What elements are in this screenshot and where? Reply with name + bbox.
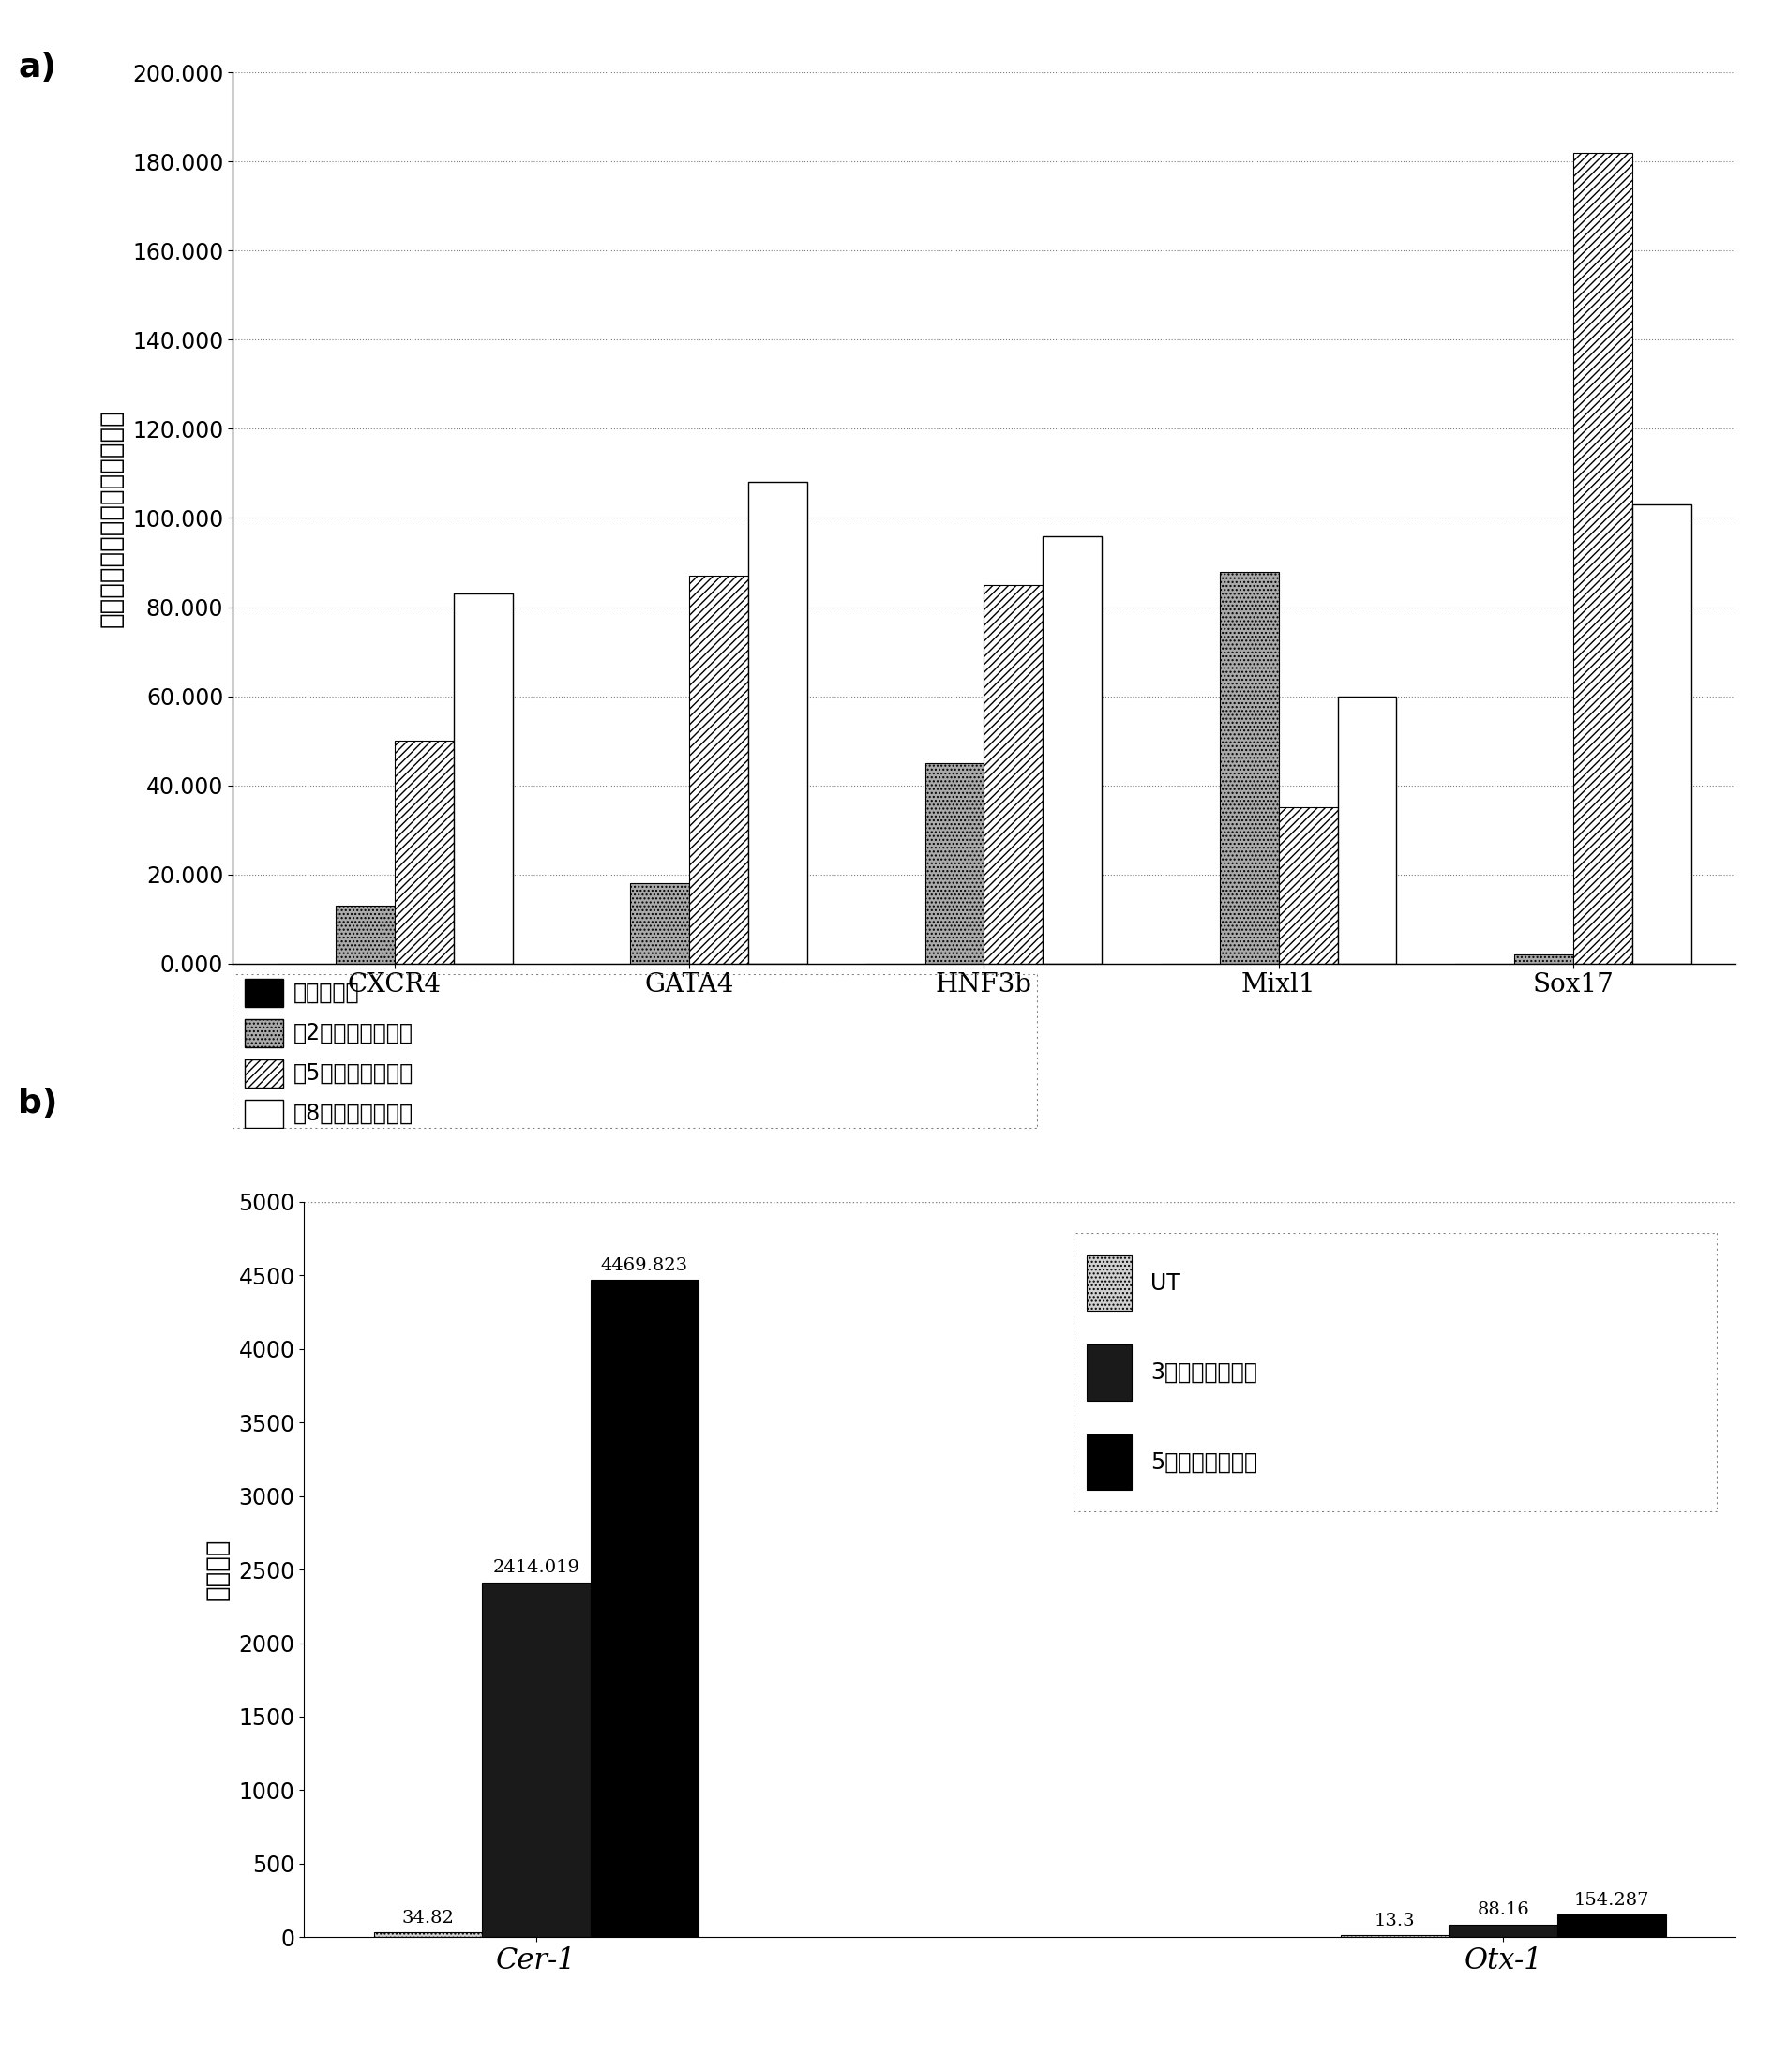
Text: a): a)	[18, 52, 55, 83]
Text: 3天的激活素处理: 3天的激活素处理	[1150, 1361, 1257, 1384]
Bar	[481, 1583, 590, 1937]
Bar	[688, 576, 747, 963]
Text: 4469.823: 4469.823	[601, 1258, 688, 1274]
Text: 154.287: 154.287	[1573, 1892, 1649, 1908]
Bar	[1219, 572, 1278, 963]
Bar	[1042, 537, 1101, 963]
Text: 2414.019: 2414.019	[492, 1560, 579, 1577]
Bar	[395, 740, 454, 963]
Bar	[983, 584, 1042, 963]
Y-axis label: 增加倍数: 增加倍数	[204, 1537, 231, 1602]
Bar	[336, 905, 395, 963]
Bar	[1572, 153, 1631, 963]
Bar	[374, 1933, 481, 1937]
Y-axis label: 高于未处理过的对照的增加倍数: 高于未处理过的对照的增加倍数	[98, 408, 125, 628]
Text: 第5天的定形内胚层: 第5天的定形内胚层	[293, 1063, 413, 1084]
FancyBboxPatch shape	[245, 1019, 283, 1046]
Bar	[1513, 955, 1572, 963]
Text: 第2天的定形内胚层: 第2天的定形内胚层	[293, 1021, 413, 1044]
FancyBboxPatch shape	[1085, 1345, 1130, 1401]
Bar	[454, 595, 511, 963]
FancyBboxPatch shape	[245, 1059, 283, 1088]
Text: b): b)	[18, 1088, 57, 1119]
Text: 88.16: 88.16	[1477, 1902, 1529, 1919]
Text: 5天的激活素处理: 5天的激活素处理	[1150, 1450, 1257, 1473]
Text: 13.3: 13.3	[1373, 1912, 1414, 1929]
Text: 34.82: 34.82	[402, 1910, 454, 1927]
FancyBboxPatch shape	[245, 978, 283, 1007]
Bar	[1557, 1915, 1665, 1937]
Bar	[747, 483, 806, 963]
Bar	[924, 762, 983, 963]
Bar	[1337, 696, 1396, 963]
Text: 第8天的定形内胚层: 第8天的定形内胚层	[293, 1102, 413, 1125]
Text: UT: UT	[1150, 1272, 1180, 1295]
Bar	[1448, 1925, 1557, 1937]
Bar	[1631, 506, 1690, 963]
FancyBboxPatch shape	[1085, 1256, 1130, 1312]
FancyBboxPatch shape	[1085, 1434, 1130, 1490]
FancyBboxPatch shape	[245, 1100, 283, 1127]
Text: 未处理过的: 未处理过的	[293, 982, 359, 1003]
Bar	[590, 1280, 699, 1937]
Bar	[629, 883, 688, 963]
Bar	[1278, 808, 1337, 963]
